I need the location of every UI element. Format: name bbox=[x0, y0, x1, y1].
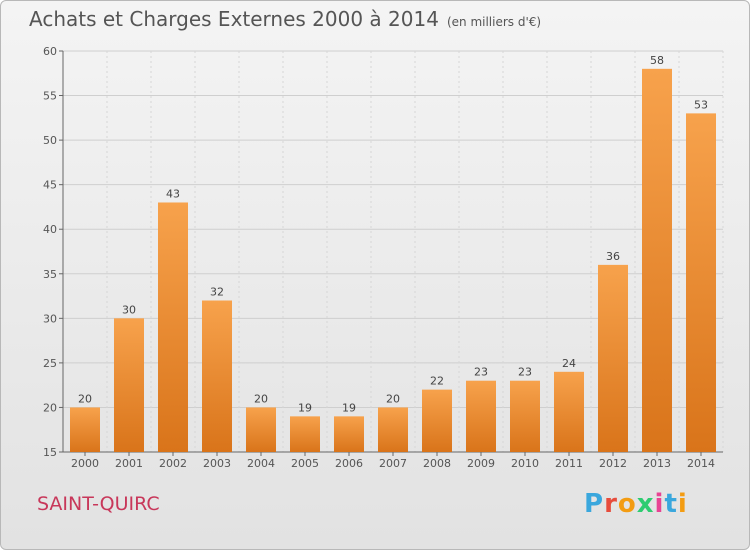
logo-letter: i bbox=[654, 489, 665, 519]
data-label: 24 bbox=[562, 357, 576, 370]
data-label: 19 bbox=[342, 401, 356, 414]
chart-title: Achats et Charges Externes 2000 à 2014 (e… bbox=[29, 7, 541, 31]
x-tick-label: 2011 bbox=[555, 457, 583, 470]
x-tick-label: 2007 bbox=[379, 457, 407, 470]
x-tick-label: 2012 bbox=[599, 457, 627, 470]
bar bbox=[642, 68, 672, 453]
logo-letter: r bbox=[604, 489, 618, 519]
y-tick-label: 35 bbox=[43, 268, 57, 281]
y-tick-label: 60 bbox=[43, 45, 57, 58]
logo-letter: o bbox=[617, 489, 637, 519]
x-tick-label: 2014 bbox=[687, 457, 715, 470]
data-label: 23 bbox=[474, 366, 488, 379]
bar bbox=[158, 202, 188, 452]
x-tick-label: 2003 bbox=[203, 457, 231, 470]
bar bbox=[422, 389, 452, 452]
logo-letter: i bbox=[677, 489, 688, 519]
y-tick-label: 15 bbox=[43, 446, 57, 459]
bar bbox=[334, 416, 364, 452]
bar bbox=[70, 407, 100, 452]
bar bbox=[466, 380, 496, 452]
title-text: Achats et Charges Externes 2000 à 2014 bbox=[29, 7, 439, 31]
logo-letter: P bbox=[584, 489, 605, 519]
data-label: 20 bbox=[386, 392, 400, 405]
y-tick-label: 50 bbox=[43, 134, 57, 147]
x-tick-label: 2009 bbox=[467, 457, 495, 470]
data-label: 53 bbox=[694, 98, 708, 111]
y-tick-label: 25 bbox=[43, 357, 57, 370]
proxiti-logo[interactable]: Proxiti bbox=[584, 489, 688, 519]
bar bbox=[246, 407, 276, 452]
data-label: 22 bbox=[430, 375, 444, 388]
data-label: 20 bbox=[78, 392, 92, 405]
y-tick-label: 30 bbox=[43, 312, 57, 325]
place-name: SAINT-QUIRC bbox=[37, 493, 160, 515]
bar bbox=[378, 407, 408, 452]
bar bbox=[510, 380, 540, 452]
x-tick-label: 2001 bbox=[115, 457, 143, 470]
data-label: 30 bbox=[122, 303, 136, 316]
bars: 20 30 43 32 20 19 19 20 22 23 23 24 36 58 53 bbox=[70, 54, 716, 453]
data-label: 36 bbox=[606, 250, 620, 263]
x-tick-label: 2004 bbox=[247, 457, 275, 470]
data-label: 58 bbox=[650, 54, 664, 67]
x-tick-label: 2005 bbox=[291, 457, 319, 470]
bar bbox=[686, 113, 716, 452]
data-label: 20 bbox=[254, 392, 268, 405]
bar bbox=[202, 300, 232, 452]
x-tick-label: 2002 bbox=[159, 457, 187, 470]
x-tick-label: 2013 bbox=[643, 457, 671, 470]
data-label: 32 bbox=[210, 286, 224, 299]
bar bbox=[290, 416, 320, 452]
y-tick-label: 55 bbox=[43, 90, 57, 103]
data-label: 43 bbox=[166, 187, 180, 200]
x-tick-label: 2010 bbox=[511, 457, 539, 470]
data-label: 23 bbox=[518, 366, 532, 379]
data-label: 19 bbox=[298, 401, 312, 414]
x-tick-label: 2006 bbox=[335, 457, 363, 470]
bar bbox=[114, 318, 144, 452]
bar bbox=[598, 264, 628, 452]
y-tick-label: 40 bbox=[43, 223, 57, 236]
y-tick-label: 45 bbox=[43, 179, 57, 192]
subtitle: (en milliers d'€) bbox=[446, 15, 542, 29]
bar bbox=[554, 371, 584, 452]
logo-letter: x bbox=[636, 489, 655, 519]
x-tick-label: 2000 bbox=[71, 457, 99, 470]
logo-letter: t bbox=[664, 489, 678, 519]
x-tick-label: 2008 bbox=[423, 457, 451, 470]
y-tick-label: 20 bbox=[43, 401, 57, 414]
